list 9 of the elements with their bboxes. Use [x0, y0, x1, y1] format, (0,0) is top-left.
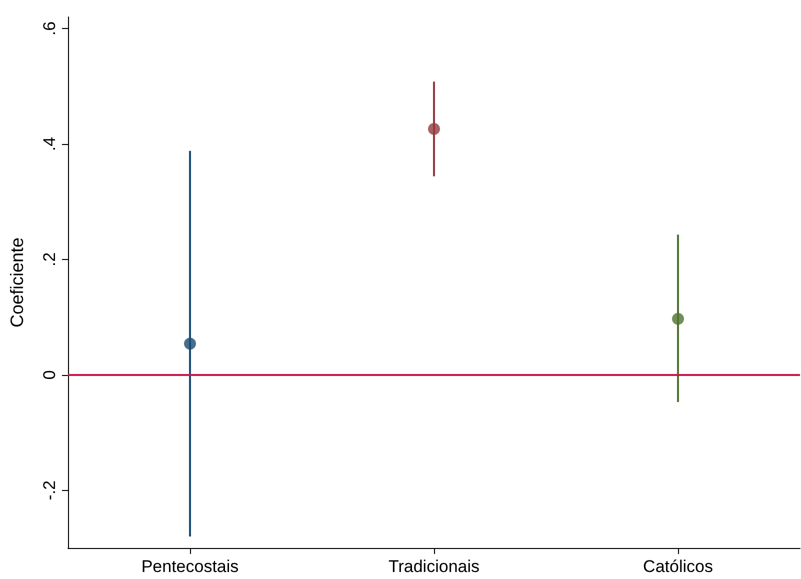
x-tick-label: Tradicionais	[388, 557, 480, 576]
y-tick-label: .2	[40, 252, 59, 267]
x-tick-label: Católicos	[643, 557, 713, 576]
x-tick-label: Pentecostais	[141, 557, 239, 576]
y-axis-title: Coeficiente	[7, 237, 27, 328]
y-tick-label: -.2	[40, 480, 59, 500]
y-tick-label: .4	[40, 136, 59, 152]
y-tick-label: 0	[40, 370, 59, 380]
y-tick-label: .6	[40, 21, 59, 36]
